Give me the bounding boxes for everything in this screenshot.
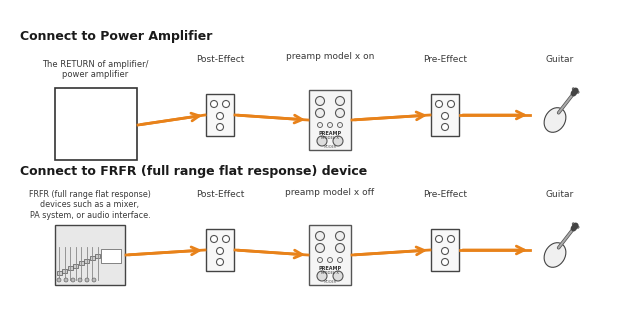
Circle shape <box>335 97 344 106</box>
Circle shape <box>435 100 442 108</box>
Circle shape <box>216 113 223 119</box>
Bar <box>206 94 234 136</box>
Bar <box>431 94 459 136</box>
Bar <box>101 249 121 263</box>
Circle shape <box>211 236 218 243</box>
Circle shape <box>442 247 449 254</box>
Circle shape <box>216 247 223 254</box>
Text: Pre-Effect: Pre-Effect <box>423 190 467 199</box>
Bar <box>56 271 61 275</box>
Bar <box>79 261 83 265</box>
Circle shape <box>328 123 333 127</box>
Bar <box>309 90 351 150</box>
Bar <box>84 259 89 262</box>
Circle shape <box>57 278 61 282</box>
Bar <box>73 263 78 268</box>
Bar <box>67 266 72 270</box>
Circle shape <box>442 124 449 131</box>
Bar <box>90 256 95 260</box>
Text: Guitar: Guitar <box>546 55 574 64</box>
Circle shape <box>333 136 343 146</box>
Circle shape <box>316 231 324 241</box>
Text: MODEL X: MODEL X <box>321 136 339 140</box>
Text: FRFR (full range flat response)
devices such as a mixer,
PA system, or audio int: FRFR (full range flat response) devices … <box>29 190 151 220</box>
Circle shape <box>447 236 454 243</box>
Circle shape <box>572 88 574 90</box>
Bar <box>55 225 125 285</box>
Circle shape <box>216 124 223 131</box>
Bar <box>55 88 137 160</box>
Circle shape <box>317 271 327 281</box>
Circle shape <box>78 278 82 282</box>
Text: PREAMP: PREAMP <box>319 131 342 135</box>
Text: MOOER: MOOER <box>323 145 337 149</box>
Circle shape <box>335 244 344 252</box>
Text: The RETURN of amplifier/
power amplifier: The RETURN of amplifier/ power amplifier <box>42 60 148 79</box>
Bar <box>206 229 234 271</box>
Circle shape <box>577 226 579 228</box>
Text: Guitar: Guitar <box>546 190 574 199</box>
Circle shape <box>223 100 230 108</box>
Circle shape <box>575 224 577 227</box>
Circle shape <box>316 244 324 252</box>
Circle shape <box>317 136 327 146</box>
Circle shape <box>337 258 342 262</box>
Bar <box>431 229 459 271</box>
Circle shape <box>211 100 218 108</box>
Text: Post-Effect: Post-Effect <box>196 190 244 199</box>
Circle shape <box>328 258 333 262</box>
Circle shape <box>216 259 223 266</box>
Circle shape <box>442 113 449 119</box>
Text: Connect to Power Amplifier: Connect to Power Amplifier <box>20 30 212 43</box>
Text: MODEL X: MODEL X <box>321 271 339 275</box>
Circle shape <box>85 278 89 282</box>
Circle shape <box>71 278 75 282</box>
Circle shape <box>92 278 96 282</box>
Ellipse shape <box>544 243 566 267</box>
Text: preamp model x on: preamp model x on <box>286 52 374 61</box>
Circle shape <box>442 259 449 266</box>
Text: MOOER: MOOER <box>323 280 337 284</box>
Bar <box>95 253 100 258</box>
Circle shape <box>317 123 323 127</box>
Bar <box>309 225 351 285</box>
Circle shape <box>223 236 230 243</box>
Circle shape <box>335 231 344 241</box>
Circle shape <box>337 123 342 127</box>
Circle shape <box>577 91 579 93</box>
Text: preamp model x off: preamp model x off <box>285 188 374 197</box>
Circle shape <box>435 236 442 243</box>
Text: Pre-Effect: Pre-Effect <box>423 55 467 64</box>
Circle shape <box>447 100 454 108</box>
Circle shape <box>64 278 68 282</box>
Circle shape <box>316 97 324 106</box>
Circle shape <box>335 108 344 117</box>
Text: Connect to FRFR (full range flat response) device: Connect to FRFR (full range flat respons… <box>20 165 367 178</box>
Text: PREAMP: PREAMP <box>319 266 342 270</box>
Circle shape <box>316 108 324 117</box>
Circle shape <box>575 89 577 92</box>
Circle shape <box>572 223 574 225</box>
Circle shape <box>333 271 343 281</box>
Ellipse shape <box>544 108 566 132</box>
Circle shape <box>317 258 323 262</box>
Bar <box>62 268 67 273</box>
Text: Post-Effect: Post-Effect <box>196 55 244 64</box>
